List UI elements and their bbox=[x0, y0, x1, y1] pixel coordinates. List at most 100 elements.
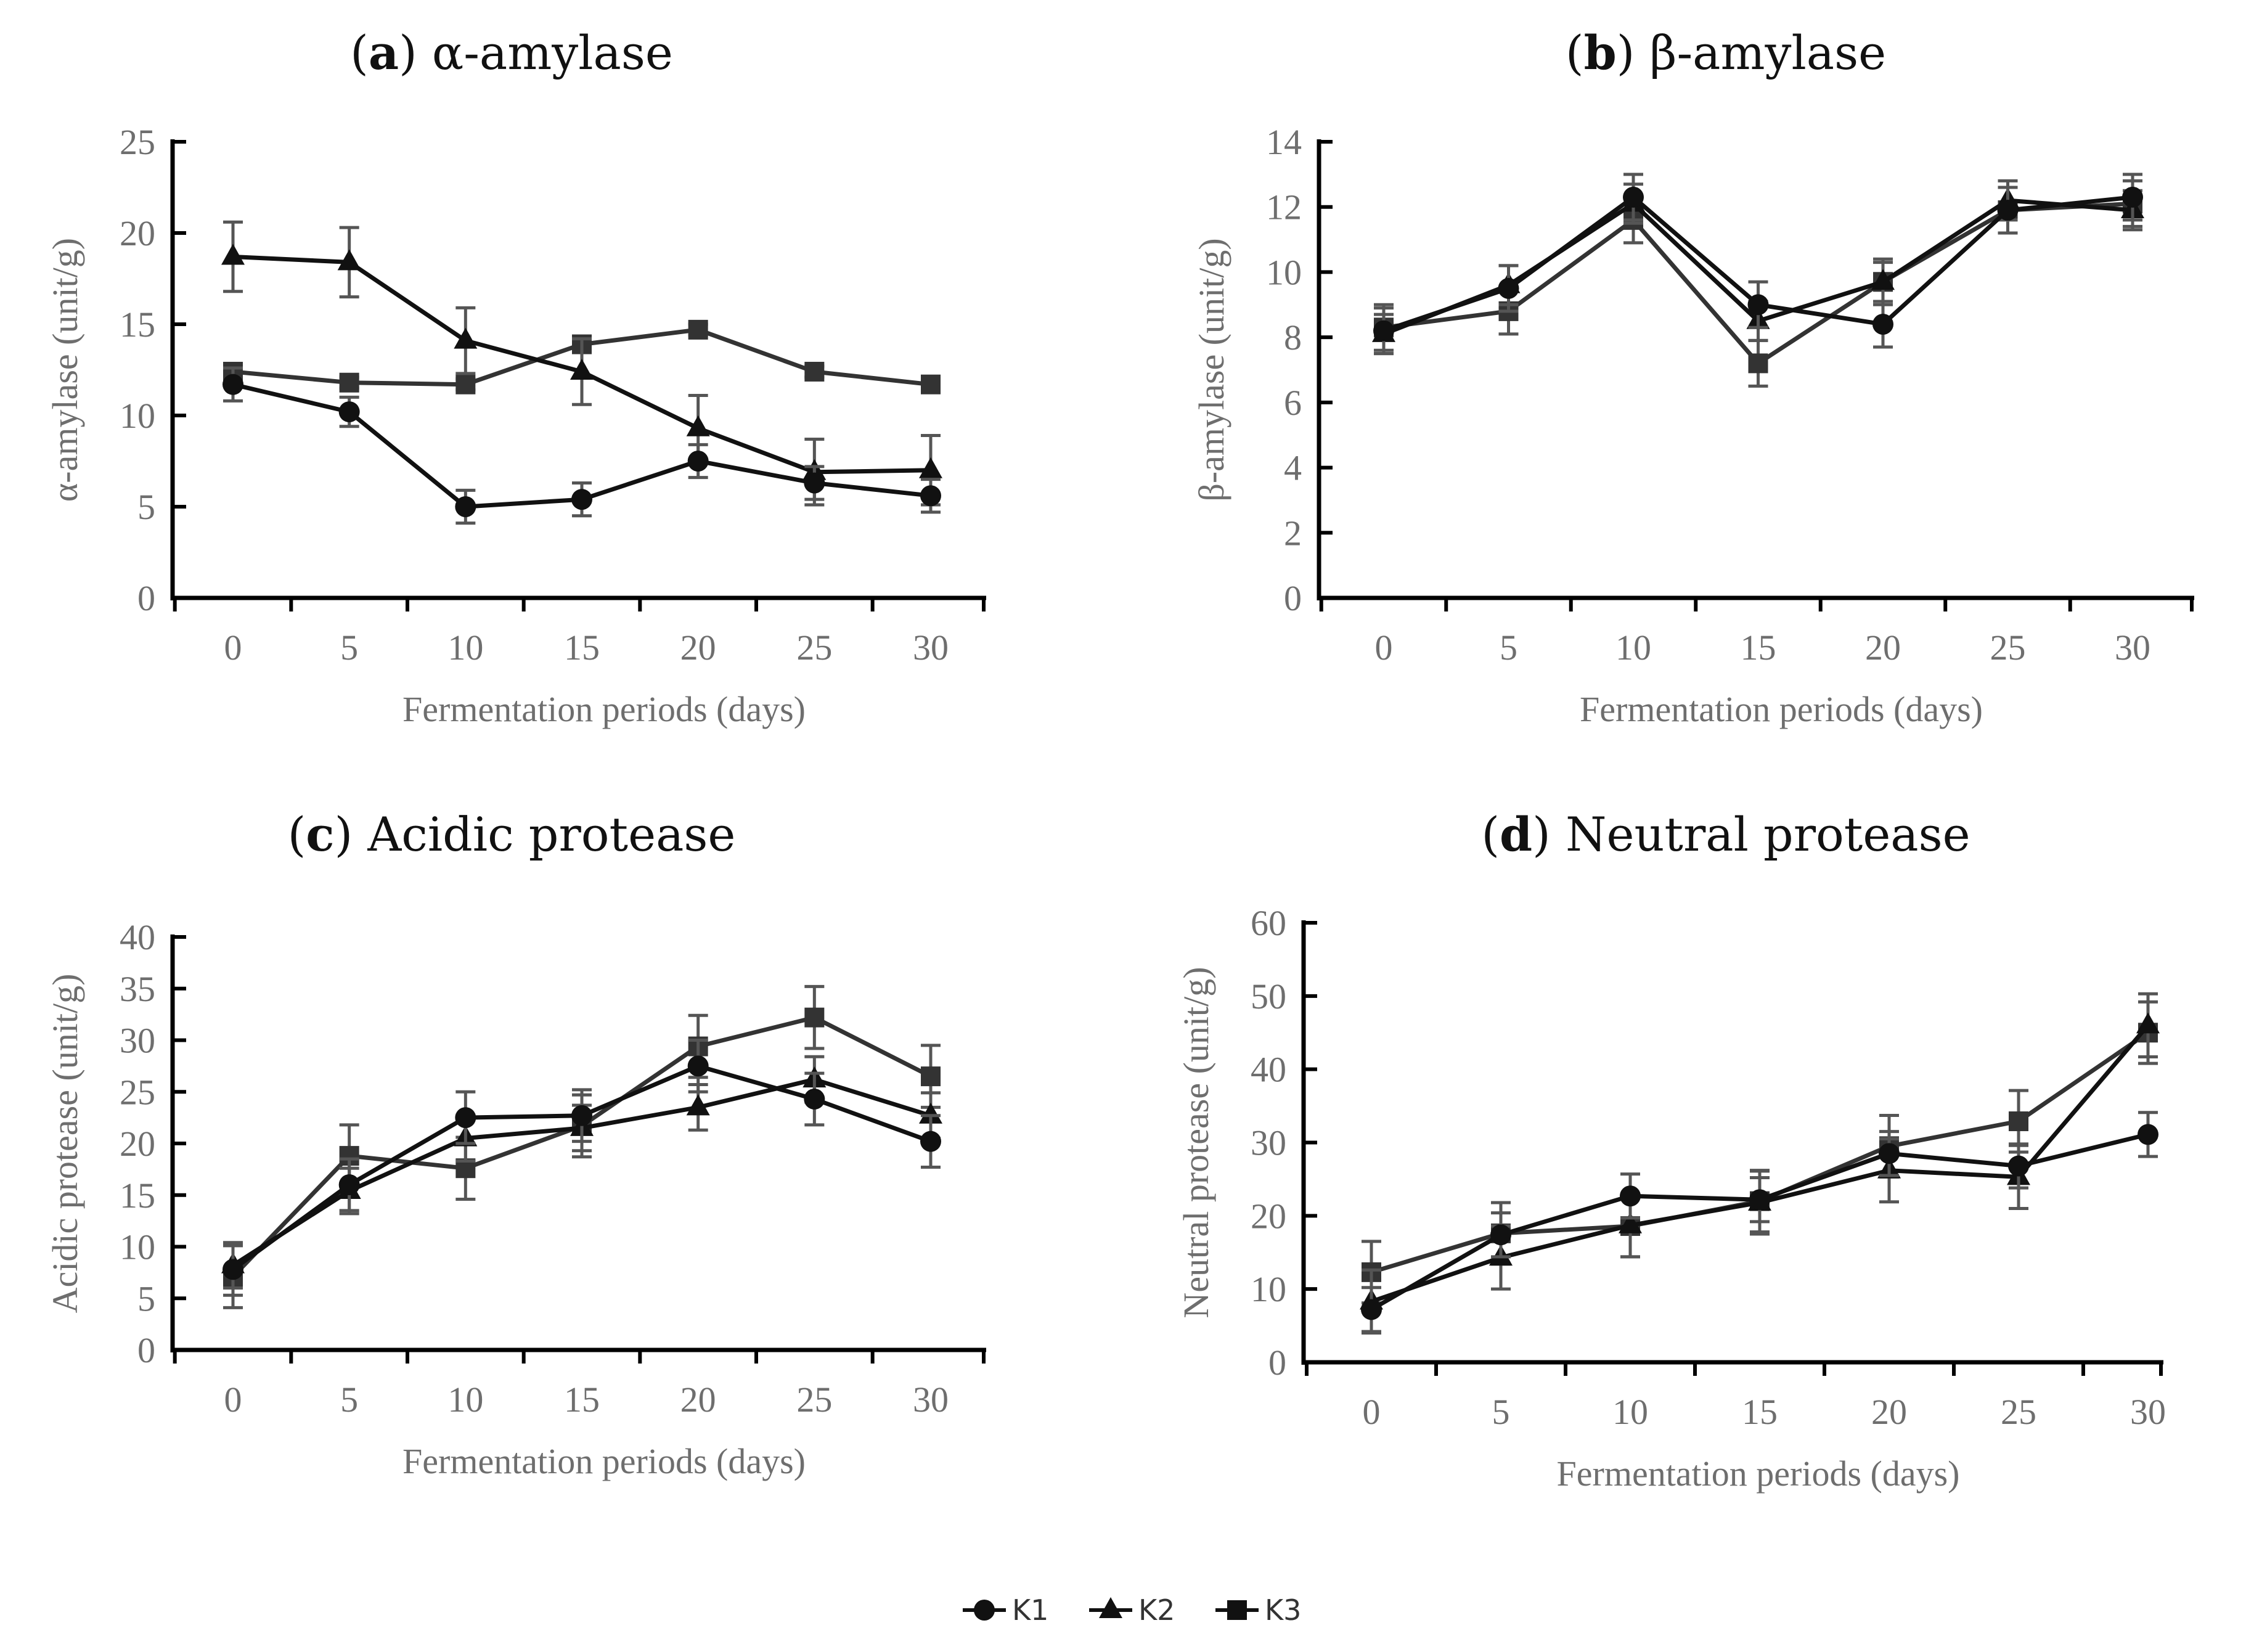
y-tick-label: 0 bbox=[137, 1330, 155, 1370]
x-tick-label: 5 bbox=[340, 1380, 358, 1420]
y-tick-label: 5 bbox=[137, 1278, 155, 1319]
series-line-K3 bbox=[1370, 1031, 2149, 1275]
data-point bbox=[687, 451, 709, 472]
y-tick-label: 4 bbox=[1284, 448, 1302, 488]
y-tick-label: 25 bbox=[120, 1072, 155, 1112]
x-tick-label: 5 bbox=[1500, 628, 1517, 668]
x-tick-label: 15 bbox=[1742, 1392, 1778, 1432]
y-tick-label: 20 bbox=[120, 1124, 155, 1164]
data-point bbox=[920, 1131, 941, 1152]
y-tick-label: 6 bbox=[1284, 383, 1302, 423]
series-K1 bbox=[1361, 1111, 2158, 1333]
x-tick-label: 25 bbox=[796, 1380, 832, 1420]
x-tick-label: 15 bbox=[564, 1380, 600, 1420]
legend-label: K1 bbox=[1012, 1593, 1048, 1627]
title-letter: c bbox=[306, 807, 334, 862]
data-point bbox=[921, 1066, 941, 1087]
data-point bbox=[571, 1105, 592, 1126]
legend-marker bbox=[1099, 1597, 1122, 1618]
y-tick-label: 30 bbox=[120, 1021, 155, 1061]
y-tick-label: 0 bbox=[137, 578, 155, 618]
title-paren-open: ( bbox=[350, 25, 369, 80]
y-tick-label: 60 bbox=[1251, 903, 1286, 943]
y-tick-label: 10 bbox=[120, 396, 155, 436]
title-paren-open: ( bbox=[1481, 807, 1500, 862]
y-tick-label: 10 bbox=[120, 1227, 155, 1267]
x-tick-label: 25 bbox=[1990, 628, 2026, 668]
x-axis-label: Fermentation periods (days) bbox=[402, 1441, 806, 1481]
y-tick-label: 35 bbox=[120, 969, 155, 1009]
data-point bbox=[2008, 1155, 2029, 1177]
data-point bbox=[455, 374, 476, 395]
data-point bbox=[804, 472, 825, 494]
data-point bbox=[337, 249, 361, 271]
series-K1 bbox=[223, 366, 941, 525]
y-axis-label: Acidic protease (unit/g) bbox=[45, 974, 85, 1314]
y-axis-label: Neutral protease (unit/g) bbox=[1176, 967, 1216, 1318]
data-point bbox=[221, 243, 245, 265]
data-point bbox=[919, 457, 942, 478]
legend: K1 K2 K3 bbox=[963, 1593, 1301, 1627]
y-tick-label: 20 bbox=[120, 213, 155, 253]
data-point bbox=[1879, 1143, 1900, 1164]
data-point bbox=[1997, 200, 2019, 221]
data-point bbox=[2009, 1111, 2028, 1132]
title-letter: a bbox=[369, 25, 399, 80]
x-tick-label: 15 bbox=[1741, 628, 1776, 668]
data-point bbox=[1748, 353, 1768, 374]
chart-title-c: (c) Acidic protease bbox=[288, 807, 736, 862]
x-tick-label: 10 bbox=[1615, 628, 1651, 668]
y-tick-label: 12 bbox=[1266, 187, 1302, 227]
legend-item-K2: K2 bbox=[1089, 1593, 1175, 1627]
y-tick-label: 25 bbox=[120, 122, 155, 162]
data-point bbox=[804, 361, 825, 382]
x-tick-label: 5 bbox=[1492, 1392, 1510, 1432]
legend-marker bbox=[974, 1600, 995, 1621]
title-text: Acidic protease bbox=[367, 807, 735, 862]
y-axis-label: β-amylase (unit/g) bbox=[1191, 238, 1231, 501]
y-tick-label: 5 bbox=[137, 487, 155, 527]
y-tick-label: 0 bbox=[1268, 1343, 1286, 1383]
y-tick-label: 15 bbox=[120, 1176, 155, 1216]
title-letter: b bbox=[1584, 25, 1617, 80]
x-tick-label: 20 bbox=[680, 628, 716, 668]
x-tick-label: 25 bbox=[796, 628, 832, 668]
x-tick-label: 0 bbox=[224, 628, 242, 668]
title-paren-close: ) bbox=[399, 25, 432, 80]
data-point bbox=[1747, 294, 1769, 316]
data-point bbox=[223, 1259, 243, 1280]
x-tick-label: 5 bbox=[340, 628, 358, 668]
y-tick-label: 30 bbox=[1251, 1123, 1286, 1163]
data-point bbox=[1872, 314, 1893, 335]
chart-title-a: (a) α-amylase bbox=[350, 25, 673, 80]
data-point bbox=[339, 372, 359, 393]
x-tick-label: 30 bbox=[913, 628, 949, 668]
chart-panel-d: (d) Neutral protease 0 10 20 30 40 50 60 0 5 10 15 2… bbox=[1176, 807, 2166, 1494]
data-point bbox=[338, 1174, 360, 1195]
title-paren-close: ) bbox=[1532, 807, 1566, 862]
x-axis-label: Fermentation periods (days) bbox=[1557, 1454, 1960, 1494]
y-tick-label: 40 bbox=[1251, 1050, 1286, 1090]
x-tick-label: 10 bbox=[447, 628, 483, 668]
data-point bbox=[455, 1107, 476, 1129]
data-point bbox=[1498, 277, 1519, 299]
series-K1 bbox=[1373, 173, 2143, 356]
title-paren-open: ( bbox=[1566, 25, 1584, 80]
data-point bbox=[921, 374, 941, 395]
chart-panel-b: (b) β-amylase 0 2 4 6 8 10 12 14 0 5 10 15 20 25 30 Ferm… bbox=[1191, 25, 2194, 729]
data-point bbox=[1619, 1212, 1642, 1233]
data-point bbox=[570, 358, 594, 380]
x-tick-label: 10 bbox=[1612, 1392, 1648, 1432]
data-point bbox=[2138, 1124, 2158, 1145]
title-text: Neutral protease bbox=[1566, 807, 1970, 862]
y-tick-label: 15 bbox=[120, 305, 155, 345]
title-text: β-amylase bbox=[1650, 25, 1887, 80]
data-point bbox=[2122, 186, 2143, 208]
title-paren-close: ) bbox=[335, 807, 368, 862]
data-point bbox=[455, 496, 476, 517]
x-axis-label: Fermentation periods (days) bbox=[402, 689, 806, 729]
series-K1 bbox=[223, 1039, 941, 1297]
x-tick-label: 0 bbox=[1363, 1392, 1381, 1432]
x-tick-label: 0 bbox=[224, 1380, 242, 1420]
